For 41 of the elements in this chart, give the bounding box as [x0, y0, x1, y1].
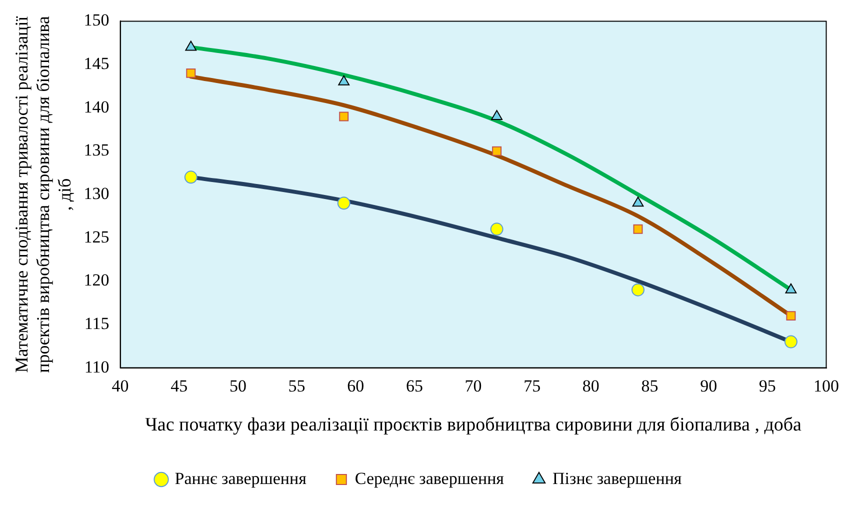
y-tick-label: 115 — [84, 314, 110, 333]
y-axis-title: Математичне сподівання тривалості реалізації проєктів виробництва сировини для біопалива , діб — [12, 16, 75, 373]
y-tick-label: 130 — [84, 184, 110, 203]
y-tick-label: 150 — [84, 10, 110, 30]
point — [491, 110, 503, 120]
y-tick-label: 140 — [84, 97, 110, 116]
x-tick-label: 90 — [700, 376, 718, 396]
point — [490, 222, 504, 236]
x-tick-label: 50 — [229, 376, 246, 396]
legend-label: Середнє завершення — [354, 468, 504, 488]
point — [184, 170, 198, 184]
point — [337, 196, 350, 210]
point — [631, 283, 644, 296]
x-tick-label: 40 — [112, 376, 129, 396]
point — [186, 68, 196, 78]
x-tick-label: 65 — [406, 376, 423, 396]
y-tick-label: 120 — [84, 270, 110, 290]
point — [633, 224, 643, 234]
legend-label: Пізнє завершення — [552, 468, 682, 488]
point — [784, 335, 798, 348]
point — [632, 196, 644, 207]
y-tick-label: 125 — [84, 227, 110, 246]
point — [185, 40, 197, 51]
x-axis-title: Час початку фази реалізації проєктів виробництва сировини для біопалива , доба — [145, 414, 802, 436]
point — [492, 146, 502, 156]
x-tick-label: 80 — [582, 376, 600, 396]
y-tick-label: 135 — [84, 140, 110, 160]
y-tick-label: 110 — [84, 357, 110, 376]
legend-label: Раннє завершення — [174, 468, 307, 488]
point — [786, 311, 796, 321]
x-tick-label: 85 — [641, 376, 658, 396]
x-tick-label: 75 — [524, 376, 541, 396]
x-tick-label: 60 — [347, 376, 364, 396]
x-tick-label: 55 — [288, 376, 306, 396]
x-tick-label: 95 — [758, 376, 776, 396]
point — [339, 112, 349, 122]
x-tick-label: 45 — [170, 376, 188, 396]
x-tick-label: 70 — [464, 376, 482, 396]
y-tick-label: 145 — [84, 54, 110, 73]
x-tick-label: 100 — [814, 376, 839, 396]
point — [338, 75, 350, 86]
